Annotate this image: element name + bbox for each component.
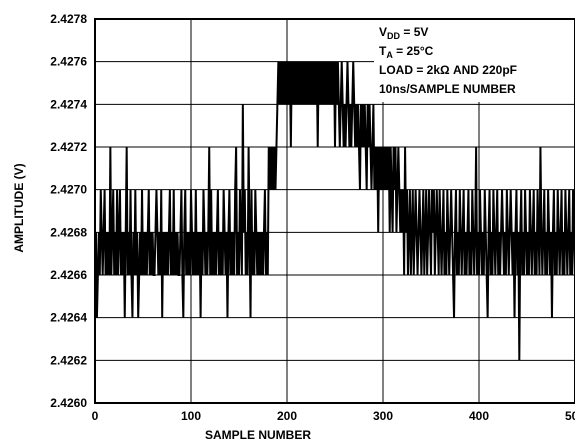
- annotation-ta: TA = 25°C: [379, 44, 434, 60]
- x-axis-label: SAMPLE NUMBER: [205, 428, 311, 442]
- x-tick-label: 100: [181, 409, 201, 423]
- y-tick-labels: 2.4260 2.4262 2.4264 2.4266 2.4268 2.4270 2.42…: [50, 12, 87, 410]
- annotation-vdd: VDD = 5V: [379, 25, 428, 41]
- x-tick-label: 200: [277, 409, 297, 423]
- y-tick-label: 2.4262: [50, 353, 87, 367]
- amplitude-trace: [94, 61, 575, 361]
- y-tick-label: 2.4278: [50, 12, 87, 26]
- x-tick-label: 0: [92, 409, 99, 423]
- y-tick-label: 2.4276: [50, 55, 87, 69]
- annotation-box: [374, 20, 574, 102]
- y-tick-label: 2.4274: [50, 97, 87, 111]
- y-tick-label: 2.4260: [50, 396, 87, 410]
- y-axis-label: AMPLITUDE (V): [12, 163, 26, 252]
- plot-frame: [94, 18, 575, 404]
- y-tick-label: 2.4264: [50, 311, 87, 325]
- x-tick-label: 500: [565, 409, 575, 423]
- conditions-annotation: VDD = 5V TA = 25°C LOAD = 2kΩ AND 220pF …: [374, 20, 574, 102]
- annotation-load: LOAD = 2kΩ AND 220pF: [379, 63, 517, 77]
- x-tick-label: 300: [373, 409, 393, 423]
- y-tick-label: 2.4266: [50, 268, 87, 282]
- y-tick-label: 2.4268: [50, 225, 87, 239]
- y-tick-label: 2.4270: [50, 183, 87, 197]
- x-tick-labels: 0 100 200 300 400 500: [92, 409, 575, 423]
- annotation-timebase: 10ns/SAMPLE NUMBER: [379, 82, 516, 96]
- y-tick-label: 2.4272: [50, 140, 87, 154]
- x-tick-label: 400: [469, 409, 489, 423]
